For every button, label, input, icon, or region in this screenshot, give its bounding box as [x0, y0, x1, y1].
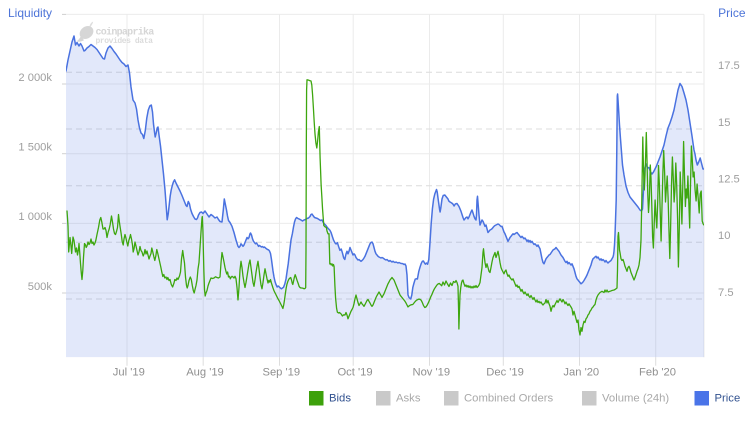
svg-text:coinpaprika: coinpaprika [96, 26, 155, 38]
svg-text:1 500k: 1 500k [18, 142, 52, 154]
svg-text:Feb '20: Feb '20 [639, 367, 676, 379]
svg-text:Price: Price [718, 6, 746, 20]
svg-text:7.5: 7.5 [718, 287, 734, 299]
svg-text:12.5: 12.5 [718, 174, 740, 186]
svg-text:500k: 500k [28, 281, 53, 293]
svg-text:Liquidity: Liquidity [8, 6, 52, 20]
svg-text:Nov '19: Nov '19 [413, 367, 451, 379]
svg-text:Volume (24h): Volume (24h) [602, 393, 669, 405]
svg-text:1 000k: 1 000k [18, 211, 52, 223]
svg-text:Bids: Bids [329, 393, 351, 405]
svg-text:Combined Orders: Combined Orders [464, 393, 554, 405]
svg-text:Price: Price [715, 393, 741, 405]
svg-text:Jan '20: Jan '20 [563, 367, 599, 379]
svg-text:10: 10 [718, 230, 730, 242]
svg-text:provides data: provides data [96, 37, 154, 46]
svg-text:Jul '19: Jul '19 [113, 367, 145, 379]
svg-text:Sep '19: Sep '19 [262, 367, 300, 379]
svg-text:15: 15 [718, 117, 730, 129]
svg-text:Aug '19: Aug '19 [186, 367, 224, 379]
svg-text:2 000k: 2 000k [18, 72, 52, 84]
svg-text:17.5: 17.5 [718, 60, 740, 72]
svg-text:Oct '19: Oct '19 [337, 367, 372, 379]
svg-text:Asks: Asks [396, 393, 421, 405]
svg-text:Dec '19: Dec '19 [486, 367, 524, 379]
